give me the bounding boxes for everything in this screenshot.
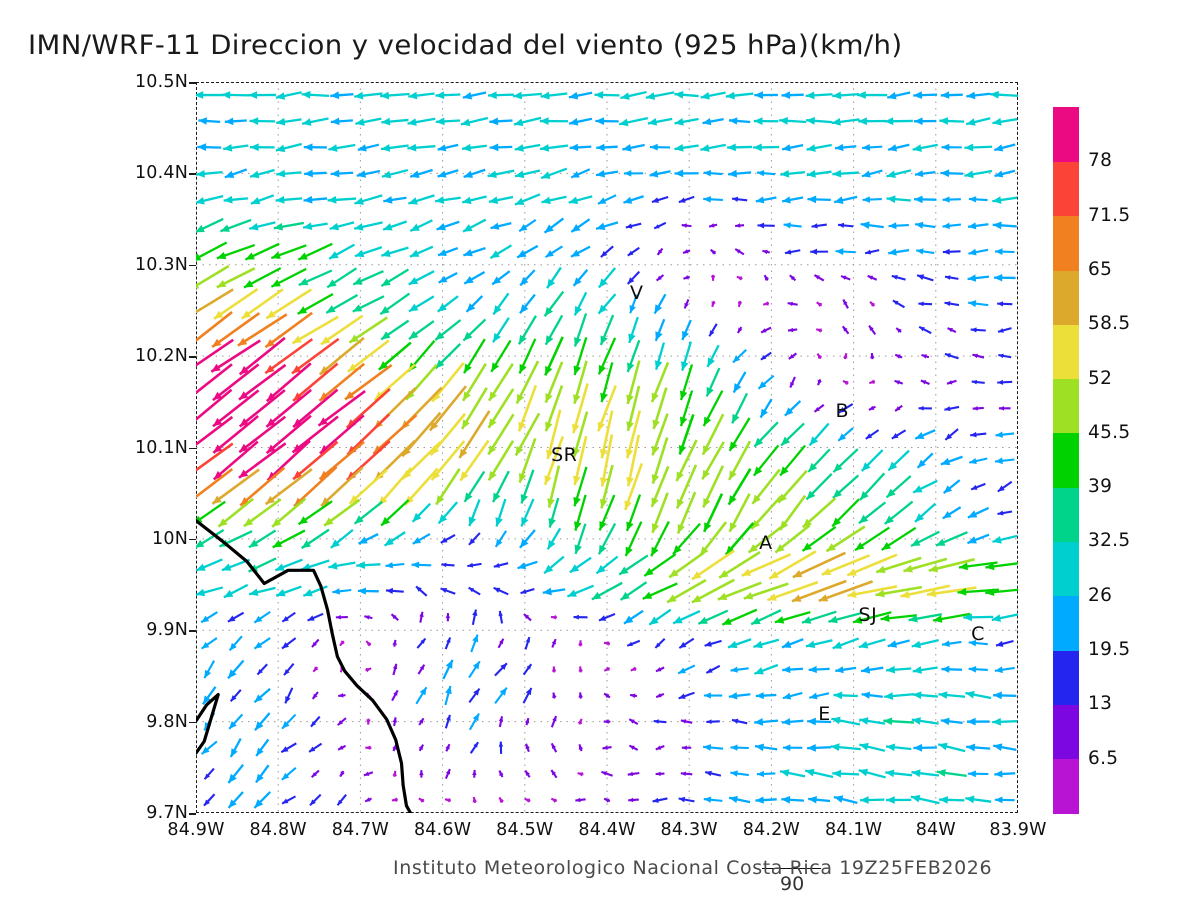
x-axis-tick-label: 84W: [915, 820, 956, 840]
city-label-sr: SR: [551, 444, 578, 467]
colorbar-tick-label: 58.5: [1088, 313, 1131, 335]
x-axis-tick-label: 84.3W: [660, 820, 718, 840]
y-axis-tick: [189, 82, 196, 84]
colorbar-segment: [1053, 107, 1079, 162]
colorbar-tick-label: 45.5: [1088, 421, 1131, 443]
city-label-v: V: [630, 281, 644, 304]
colorbar-segment: [1053, 487, 1079, 543]
colorbar-tick-label: 39: [1088, 476, 1113, 498]
reference-vector-label: 90: [780, 873, 805, 895]
y-axis-tick-label: 9.7N: [146, 803, 188, 823]
colorbar-segment: [1053, 650, 1079, 705]
colorbar-tick-label: 32.5: [1088, 530, 1131, 552]
y-axis-tick-label: 9.9N: [146, 620, 188, 641]
colorbar-segment: [1053, 758, 1079, 814]
city-label-c: C: [971, 623, 985, 646]
x-axis-tick-label: 84.8W: [249, 820, 307, 840]
colorbar-segment: [1053, 378, 1079, 434]
coastline-main: [196, 519, 413, 813]
x-axis-tick-label: 83.9W: [989, 820, 1047, 840]
x-axis-tick-label: 84.6W: [413, 820, 472, 840]
wind-arrows: [196, 90, 1018, 809]
colorbar[interactable]: [1053, 107, 1079, 814]
colorbar-segment: [1053, 541, 1079, 597]
colorbar-tick-label: 71.5: [1088, 204, 1131, 226]
colorbar-segment: [1053, 432, 1079, 488]
colorbar-segment: [1053, 269, 1079, 325]
y-axis-tick-label: 10.1N: [134, 437, 188, 458]
x-axis-tick-label: 84.7W: [331, 820, 390, 840]
colorbar-segment: [1053, 324, 1079, 380]
x-axis-tick-label: 84.4W: [578, 820, 636, 840]
colorbar-tick-label: 52: [1088, 367, 1113, 389]
x-axis-tick-label: 84.9W: [167, 820, 225, 840]
y-axis-tick-label: 10.3N: [134, 254, 188, 275]
y-axis-tick: [189, 447, 196, 449]
colorbar-segment: [1053, 704, 1079, 760]
y-axis-tick: [189, 721, 196, 724]
y-axis-tick-label: 10.2N: [134, 346, 188, 367]
city-label-a: A: [759, 531, 773, 554]
coastline-secondary: [196, 692, 220, 755]
colorbar-segment: [1053, 595, 1079, 651]
x-axis-tick-label: 84.1W: [824, 820, 883, 840]
colorbar-tick-label: 65: [1088, 258, 1113, 280]
colorbar-tick-label: 13: [1088, 693, 1113, 715]
y-axis-tick-label: 10.4N: [134, 163, 188, 184]
city-label-b: B: [835, 400, 850, 423]
footer-attribution: Instituto Meteorologico Nacional Costa R…: [393, 857, 993, 879]
y-axis-tick-label: 10.5N: [134, 72, 188, 92]
reference-vector-bar: [762, 868, 821, 869]
y-axis-tick-label: 9.8N: [146, 711, 188, 732]
y-axis-tick: [189, 538, 196, 541]
colorbar-tick-label: 26: [1088, 584, 1113, 606]
x-axis-tick-label: 84.5W: [496, 820, 554, 840]
city-label-e: E: [818, 703, 831, 726]
y-axis-tick-label: 10N: [152, 528, 188, 549]
colorbar-tick-label: 78: [1088, 150, 1113, 172]
colorbar-tick-label: 6.5: [1088, 747, 1119, 769]
y-axis-tick: [189, 173, 196, 175]
page-title: IMN/WRF-11 Direccion y velocidad del vie…: [28, 30, 903, 61]
colorbar-segment: [1053, 161, 1079, 217]
y-axis-tick: [189, 264, 196, 267]
city-label-sj: SJ: [858, 603, 878, 626]
x-axis-tick-label: 84.2W: [742, 820, 801, 840]
y-axis-tick: [189, 356, 196, 358]
colorbar-segment: [1053, 215, 1079, 271]
grid-lines: [196, 82, 1018, 813]
y-axis-tick: [189, 813, 196, 815]
wind-vector-field: [196, 82, 1018, 813]
y-axis-tick: [189, 630, 196, 632]
colorbar-tick-label: 19.5: [1088, 639, 1131, 661]
